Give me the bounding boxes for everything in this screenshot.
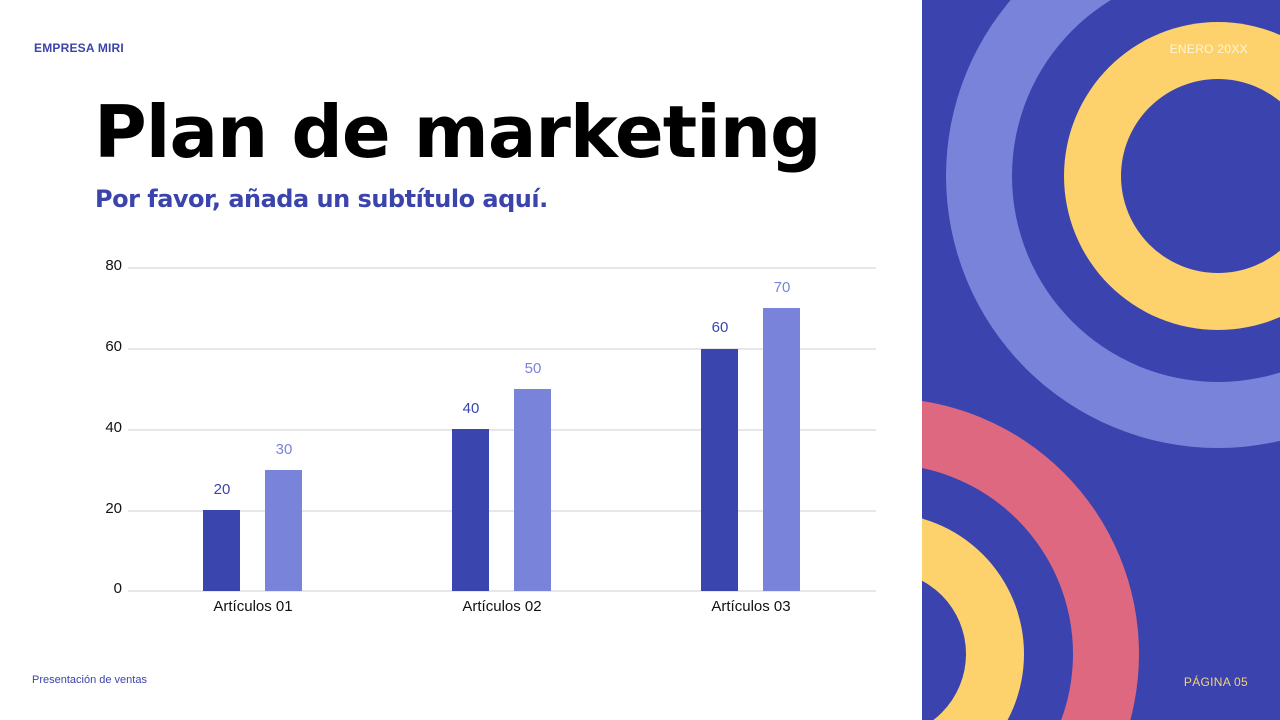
bar-series1-articulos-01 <box>203 510 240 591</box>
y-tick-label: 40 <box>105 419 122 436</box>
concentric-rings-graphic <box>922 0 1280 720</box>
bar-series1-articulos-03 <box>701 349 738 591</box>
y-tick-label: 80 <box>105 257 122 274</box>
bar-series2-articulos-01 <box>265 470 302 591</box>
gridline-60 <box>128 348 876 350</box>
footer-presentation-label: Presentación de ventas <box>32 674 147 686</box>
y-tick-label: 0 <box>113 580 122 597</box>
gridline-40 <box>128 429 876 431</box>
data-label: 70 <box>773 279 791 296</box>
data-label: 30 <box>275 441 293 458</box>
bar-series2-articulos-02 <box>514 389 551 591</box>
gridline-20 <box>128 510 876 512</box>
data-label: 50 <box>524 360 542 377</box>
bar-chart: 80 60 40 20 0 20 30 Artículos 01 40 50 A… <box>105 257 876 615</box>
y-tick-label: 20 <box>105 500 122 517</box>
data-label: 20 <box>213 481 231 498</box>
bar-series2-articulos-03 <box>763 308 800 591</box>
x-category-label: Artículos 01 <box>213 598 293 615</box>
bar-series1-articulos-02 <box>452 429 489 591</box>
x-category-label: Artículos 02 <box>462 598 542 615</box>
x-category-label: Artículos 03 <box>711 598 791 615</box>
baseline-0 <box>128 590 876 592</box>
page-title: Plan de marketing <box>94 90 822 174</box>
date-label: ENERO 20XX <box>1169 42 1248 56</box>
company-name: EMPRESA MIRI <box>34 41 124 55</box>
page-number: PÁGINA 05 <box>1183 675 1248 689</box>
page-subtitle: Por favor, añada un subtítulo aquí. <box>95 185 548 213</box>
decorative-panel: ENERO 20XX PÁGINA 05 <box>922 0 1280 720</box>
gridline-80 <box>128 267 876 269</box>
data-label: 60 <box>711 319 729 336</box>
content-panel: EMPRESA MIRI Plan de marketing Por favor… <box>32 41 876 686</box>
data-label: 40 <box>462 400 480 417</box>
y-tick-label: 60 <box>105 338 122 355</box>
